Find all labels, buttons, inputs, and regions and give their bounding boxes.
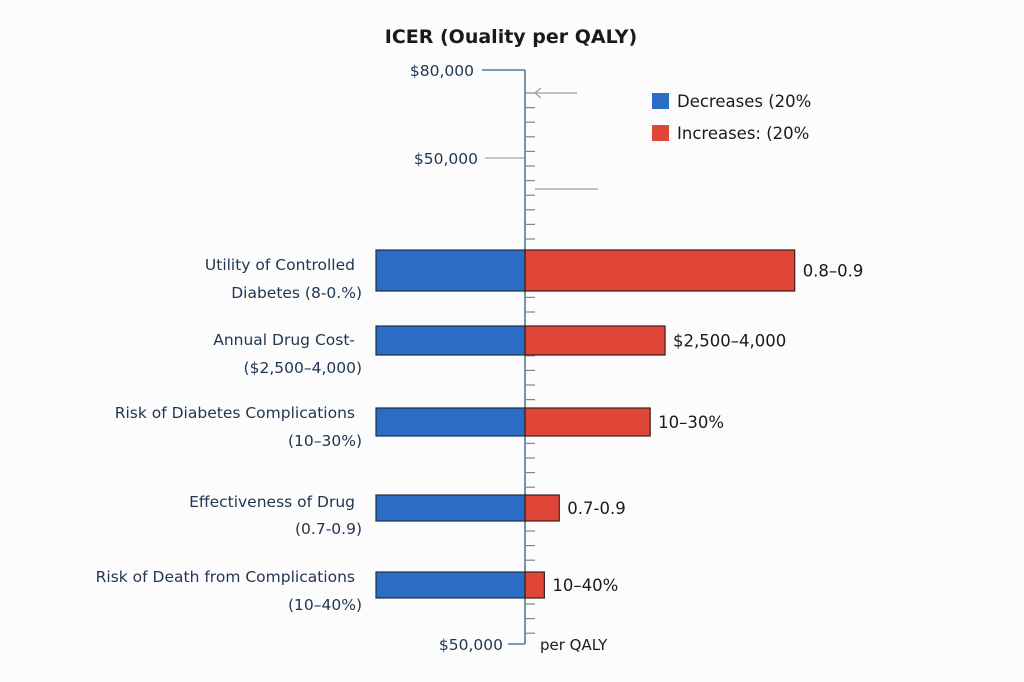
y-axis-ticks (525, 92, 535, 634)
legend-label-decreases: Decreases (20% (677, 92, 811, 111)
category-sublabel: Diabetes (8-0.%) (231, 284, 362, 302)
bar-value-label: 0.7-0.9 (567, 499, 625, 518)
category-labels-group: Utility of Controlled Diabetes (8-0.%) Ann… (96, 256, 362, 614)
bar-increase (524, 249, 796, 292)
category-label: Annual Drug Cost- (213, 331, 355, 349)
y-tick-label-mid: $50,000 (414, 150, 478, 168)
bar-decrease (375, 325, 526, 356)
category-sublabel: (0.7-0.9) (295, 520, 362, 538)
y-tick-label-top: $80,000 (410, 62, 474, 80)
bar-decrease (375, 249, 526, 292)
category-sublabel: (10–30%) (288, 432, 362, 450)
bar-decrease (375, 407, 526, 437)
y-tick-label-bottom: $50,000 (439, 636, 503, 654)
bar-decrease (375, 571, 526, 599)
bar-value-label: $2,500–4,000 (673, 332, 786, 351)
axis-unit-note: per QALY (540, 636, 608, 654)
bars-group: 0.8–0.9 $2,500–4,000 10–30% 0.7-0.9 10–40% (375, 249, 864, 599)
chart-title: ICER (Ouality per QALY) (385, 26, 637, 48)
bar-increase (524, 571, 545, 599)
category-label: Risk of Diabetes Complications (115, 404, 355, 422)
category-label: Utility of Controlled (205, 256, 355, 274)
category-label: Effectiveness of Drug (189, 493, 355, 511)
category-label: Risk of Death from Complications (96, 568, 355, 586)
bar-value-label: 0.8–0.9 (803, 262, 864, 281)
category-sublabel: (10–40%) (288, 596, 362, 614)
legend-swatch-decreases (652, 93, 669, 109)
bar-increase (524, 325, 666, 356)
bar-value-label: 10–30% (658, 413, 724, 432)
bar-value-label: 10–40% (552, 576, 618, 595)
legend: Decreases (20% Increases: (20% (652, 92, 811, 143)
bar-increase (524, 494, 560, 522)
category-sublabel: ($2,500–4,000) (244, 359, 362, 377)
annotation-arrow (533, 87, 577, 99)
legend-label-increases: Increases: (20% (677, 124, 809, 143)
bar-increase (524, 407, 651, 437)
bar-decrease (375, 494, 526, 522)
legend-swatch-increases (652, 125, 669, 141)
